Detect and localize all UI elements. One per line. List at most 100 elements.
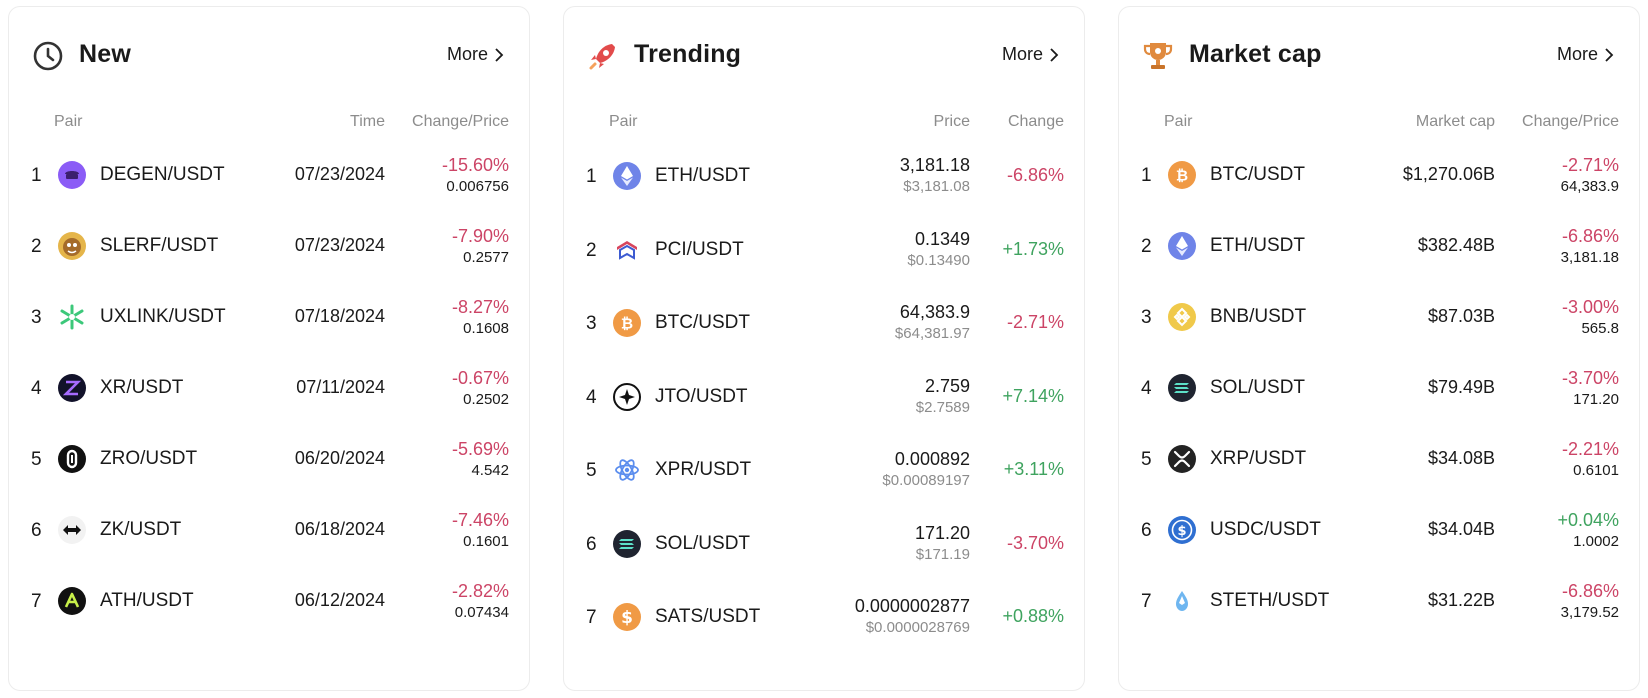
rank: 2 [1141,236,1152,257]
change-percent: -3.70% [1561,368,1619,388]
new-card: New More Pair Time Change/Price 1 DEGEN/U… [8,6,530,691]
table-row[interactable]: 5 XRP/USDT $34.08B -2.21% 0.6101 [1119,439,1639,479]
last-price: 0.6101 [1573,462,1619,479]
col-header-pair: Pair [54,113,83,130]
last-price: 3,181.18 [1560,249,1619,266]
rank: 7 [31,591,42,612]
col-header-time: Time [350,113,385,130]
table-row[interactable]: 4 SOL/USDT $79.49B -3.70% 171.20 [1119,368,1639,408]
last-price: 1.0002 [1573,533,1619,550]
pair-name: BTC/USDT [655,312,750,333]
last-price: 0.07434 [454,604,509,621]
zro-icon [58,445,86,473]
sol-icon [1168,374,1196,402]
usdc-icon: $ [1168,516,1196,544]
change-percent: -6.86% [1561,581,1619,601]
pair-name: XPR/USDT [655,459,752,480]
last-price: 0.000892 [894,449,970,469]
col-header-change: Change [1007,113,1064,130]
last-price: 0.1601 [463,533,509,550]
new-card-title: New [79,40,132,68]
table-row[interactable]: 1 ₿ BTC/USDT $1,270.06B -2.71% 64,383.9 [1119,155,1639,195]
pair-name: DEGEN/USDT [100,164,225,185]
marketcap-card-title: Market cap [1189,40,1322,68]
rank: 5 [1141,449,1152,470]
last-price: 171.20 [1573,391,1619,408]
table-row[interactable]: 2 SLERF/USDT 07/23/2024 -7.90% 0.2577 [9,226,529,266]
sol-icon [613,530,641,558]
pair-name: SOL/USDT [1210,377,1306,398]
rank: 7 [586,607,597,628]
last-price: 3,179.52 [1560,604,1619,621]
rank: 1 [31,165,42,186]
table-row[interactable]: 1 DEGEN/USDT 07/23/2024 -15.60% 0.006756 [9,155,529,195]
change-percent: -6.86% [1561,226,1619,246]
pair-name: BNB/USDT [1210,306,1307,327]
rank: 4 [586,387,597,408]
change-percent: -0.67% [451,368,509,388]
jto-icon [613,383,641,411]
table-row[interactable]: 6 $ USDC/USDT $34.04B +0.04% 1.0002 [1119,510,1639,550]
more-label: More [1556,44,1598,64]
listing-time: 07/23/2024 [294,164,385,184]
trending-more-link[interactable]: More [1002,44,1060,65]
pair-name: USDC/USDT [1210,519,1321,540]
xr-icon [58,374,86,402]
marketcap-card: Market cap More Pair Market cap Change/P… [1118,6,1640,691]
table-row[interactable]: 6 ZK/USDT 06/18/2024 -7.46% 0.1601 [9,510,529,550]
table-row[interactable]: 2 PCI/USDT 0.1349 $0.13490 +1.73% [564,229,1084,270]
pair-name: PCI/USDT [655,239,744,260]
table-row[interactable]: 4 XR/USDT 07/11/2024 -0.67% 0.2502 [9,368,529,408]
marketcap-more-link[interactable]: More [1557,44,1615,65]
more-label: More [1001,44,1043,64]
table-row[interactable]: 1 ETH/USDT 3,181.18 $3,181.08 -6.86% [564,155,1084,196]
uxlink-icon [60,304,84,330]
rank: 4 [1141,378,1152,399]
pair-name: SOL/USDT [655,533,751,554]
last-price: 565.8 [1581,320,1619,337]
last-price: 64,383.9 [899,302,970,322]
rank: 3 [586,313,597,334]
last-price: 2.759 [924,376,970,396]
table-row[interactable]: 3 UXLINK/USDT 07/18/2024 -8.27% 0.1608 [9,297,529,337]
table-row[interactable]: 4 JTO/USDT 2.759 $2.7589 +7.14% [564,376,1084,417]
table-row[interactable]: 3 BNB/USDT $87.03B -3.00% 565.8 [1119,297,1639,337]
more-label: More [446,44,488,64]
svg-text:₿: ₿ [621,315,633,333]
degen-icon [58,161,86,189]
pair-name: ATH/USDT [100,590,194,611]
chevron-right-icon [1605,47,1614,62]
rank: 5 [586,460,597,481]
change-percent: -3.70% [1006,533,1064,553]
table-row[interactable]: 5 ZRO/USDT 06/20/2024 -5.69% 4.542 [9,439,529,479]
table-row[interactable]: 5 XPR/USDT 0.000892 $0.00089197 +3.11% [564,449,1084,490]
svg-text:₿: ₿ [1176,167,1188,185]
table-row[interactable]: 7 $ SATS/USDT 0.0000002877 $0.0000028769 +0.8… [564,596,1084,637]
table-row[interactable]: 7 STETH/USDT $31.22B -6.86% 3,179.52 [1119,581,1639,621]
zk-icon [58,516,86,544]
marketcap-card-header: Market cap More [1119,7,1639,93]
usd-price: $3,181.08 [903,178,970,195]
pair-name: XRP/USDT [1210,448,1307,469]
table-row[interactable]: 6 SOL/USDT 171.20 $171.19 -3.70% [564,523,1084,564]
table-row[interactable]: 7 ATH/USDT 06/12/2024 -2.82% 0.07434 [9,581,529,621]
eth-icon [613,162,641,190]
col-header-change-price: Change/Price [412,113,509,130]
xrp-icon [1168,445,1196,473]
slerf-icon [58,232,86,260]
new-more-link[interactable]: More [447,44,505,65]
change-percent: +0.04% [1557,510,1619,530]
listing-time: 07/18/2024 [294,306,385,326]
pair-name: STETH/USDT [1210,590,1330,611]
rank: 5 [31,449,42,470]
market-cap-value: $382.48B [1417,235,1495,255]
table-row[interactable]: 2 ETH/USDT $382.48B -6.86% 3,181.18 [1119,226,1639,266]
usd-price: $2.7589 [915,399,970,416]
change-percent: -7.90% [451,226,509,246]
change-percent: -8.27% [451,297,509,317]
pair-name: XR/USDT [100,377,184,398]
market-cap-value: $34.08B [1427,448,1495,468]
table-row[interactable]: 3 ₿ BTC/USDT 64,383.9 $64,381.97 -2.71% [564,302,1084,343]
last-price: 4.542 [471,462,509,479]
rank: 6 [1141,520,1152,541]
